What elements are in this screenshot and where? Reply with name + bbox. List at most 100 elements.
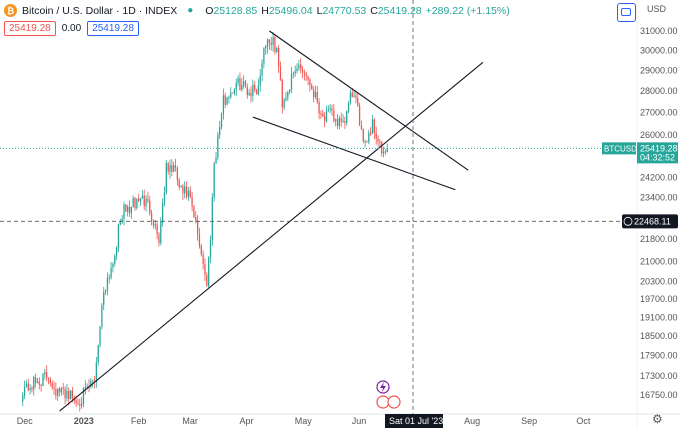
time-tick-label: Feb — [131, 416, 147, 426]
us-economic-event-icon-2 — [387, 395, 401, 409]
candle-body — [117, 224, 120, 248]
candle-body — [231, 92, 234, 94]
crosshair-price-tag: 22468.11 — [634, 216, 671, 226]
candle-body — [268, 39, 271, 44]
candle-body — [219, 127, 221, 135]
candle-body — [130, 206, 132, 214]
symbol-tag-bg — [602, 142, 636, 155]
crosshair-date-tag: Sat 01 Jul '23 — [389, 416, 443, 426]
wedge-upper-line — [269, 30, 469, 171]
candle-body — [281, 79, 283, 108]
currency-label[interactable]: USD — [646, 4, 666, 14]
candle-body — [165, 163, 167, 193]
sell-button[interactable]: 25419.28 — [4, 21, 56, 36]
price-change: +289.22 (+1.15%) — [425, 4, 510, 17]
candle-body — [128, 206, 131, 214]
candle-body — [371, 119, 374, 134]
price-tick-label: 27000.00 — [640, 108, 678, 118]
candle-body — [202, 254, 204, 265]
candle-body — [272, 37, 274, 45]
ohlc-low: L24770.53 — [316, 4, 367, 17]
candle-body — [57, 388, 59, 396]
candle-body — [226, 97, 228, 105]
candle-body — [97, 345, 99, 363]
time-tick-label: Oct — [576, 416, 591, 426]
candle-body — [25, 383, 28, 388]
time-tick-label: Mar — [182, 416, 198, 426]
time-tick-label: Dec — [17, 416, 34, 426]
candle-body — [46, 372, 48, 378]
candle-body — [263, 48, 265, 64]
time-tick-label: Sep — [521, 416, 537, 426]
crosshair-price-tag-bg — [622, 214, 678, 229]
candle-body — [340, 118, 342, 122]
candle-body — [23, 387, 26, 396]
candle-body — [110, 267, 112, 278]
candle-body — [279, 66, 282, 80]
candle-body — [180, 186, 182, 188]
candle-body — [347, 103, 350, 112]
candle-body — [255, 90, 258, 95]
candle-body — [375, 132, 377, 139]
candle-body — [51, 383, 53, 388]
candle-body — [152, 220, 155, 226]
price-tick-label: 28000.00 — [640, 86, 678, 96]
candle-body — [325, 110, 328, 122]
candles — [22, 31, 388, 412]
candle-body — [208, 257, 210, 287]
candle-body — [161, 203, 164, 222]
candle-body — [93, 380, 96, 382]
candle-body — [171, 164, 173, 172]
time-tick-label: May — [295, 416, 313, 426]
candle-body — [301, 68, 304, 73]
candle-body — [311, 85, 313, 90]
lightning-icon — [380, 382, 386, 392]
price-tick-label: 17900.00 — [640, 351, 678, 361]
candle-body — [185, 186, 188, 197]
candle-body — [55, 388, 57, 396]
candle-body — [346, 111, 348, 123]
candle-body — [90, 380, 92, 387]
candle-body — [300, 64, 302, 69]
ohlc-open: O25128.85 — [205, 4, 258, 17]
candle-body — [176, 167, 179, 181]
candle-body — [139, 198, 142, 201]
candle-body — [235, 83, 237, 90]
candle-body — [294, 71, 296, 74]
candle-body — [316, 92, 318, 103]
candle-body — [79, 404, 81, 406]
fullscreen-icon[interactable] — [617, 3, 636, 22]
candle-body — [114, 255, 116, 264]
candle-body — [224, 95, 226, 105]
candle-body — [344, 121, 346, 123]
candle-body — [241, 84, 243, 90]
candle-body — [312, 89, 315, 97]
candle-body — [228, 96, 230, 98]
candle-body — [189, 190, 191, 198]
candle-body — [204, 264, 206, 275]
candle-body — [141, 195, 144, 199]
candle-body — [209, 240, 212, 258]
candle-body — [230, 92, 232, 97]
price-tick-label: 20300.00 — [640, 276, 678, 286]
price-tick-label: 19700.00 — [640, 294, 678, 304]
settings-gear-icon[interactable]: ⚙ — [652, 412, 663, 426]
candle-body — [33, 377, 35, 390]
price-tick-label: 30000.00 — [640, 45, 678, 55]
candle-body — [222, 95, 225, 115]
trade-buttons: 25419.28 0.00 25419.28 — [4, 21, 139, 36]
candle-body — [150, 213, 153, 221]
candle-body — [285, 97, 287, 100]
price-tick-label: 16750.00 — [640, 390, 678, 400]
candle-body — [217, 134, 219, 158]
symbol-header[interactable]: ₿ Bitcoin / U.S. Dollar · 1D · INDEX ● O… — [4, 4, 510, 17]
crosshair-date-tag-bg — [385, 414, 443, 428]
market-status-icon: ● — [187, 5, 194, 16]
candle-body — [95, 362, 98, 382]
buy-button[interactable]: 25419.28 — [87, 21, 139, 36]
candle-body — [69, 390, 72, 400]
wedge-lower-line — [252, 116, 456, 191]
price-tick-label: 24200.00 — [640, 172, 678, 182]
candle-body — [215, 157, 217, 164]
